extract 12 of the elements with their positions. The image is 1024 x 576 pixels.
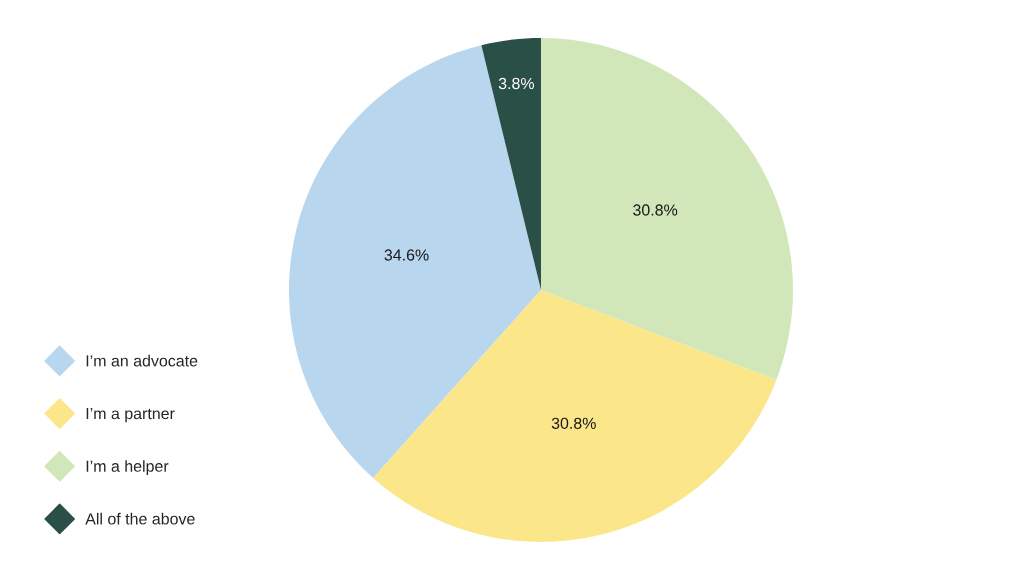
- legend-label: I’m an advocate: [86, 354, 198, 367]
- data-label: 3.8%: [498, 77, 534, 90]
- pie-slice: [373, 290, 777, 543]
- data-label: 34.6%: [384, 249, 429, 261]
- legend-label: All of the above: [85, 512, 195, 525]
- legend-label: I’m a partner: [86, 408, 175, 423]
- pie-slice: [540, 38, 793, 380]
- data-label: 30.8%: [551, 417, 596, 429]
- legend-label: I’m a helper: [86, 460, 169, 476]
- pie-slice: [481, 38, 541, 291]
- data-label: 30.8%: [633, 204, 678, 216]
- pie-slice: [289, 45, 541, 478]
